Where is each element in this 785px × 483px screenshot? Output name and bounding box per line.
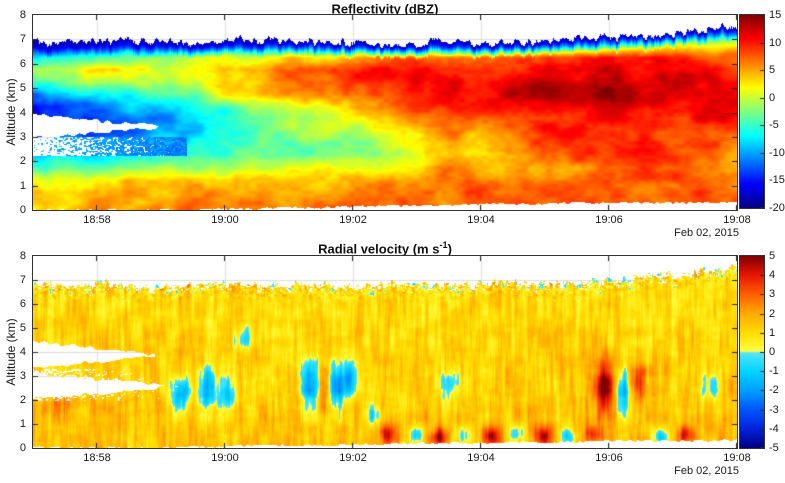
velocity-y-tick-label: 3 [19,370,26,382]
reflectivity-plot-panel [32,14,738,211]
reflectivity-y-tick-label: 3 [19,130,26,143]
reflectivity-colorbar-tick-label: -10 [769,146,785,159]
velocity-colorbar-tick-label: 3 [769,288,776,301]
reflectivity-y-tick-label: 2 [19,155,26,168]
reflectivity-colorbar [740,15,764,208]
velocity-title-sup: -1 [439,240,448,250]
velocity-y-tick-label: 8 [19,250,26,262]
reflectivity-colorbar-tick-label: 15 [769,9,782,21]
velocity-y-tick-label: 5 [19,322,26,334]
velocity-colorbar-tick-label: -2 [769,384,779,397]
velocity-y-tick-label: 7 [19,274,26,286]
velocity-date-label: Feb 02, 2015 [674,465,739,477]
velocity-colorbar-tick-label: 4 [769,269,776,282]
velocity-colorbar-tick-label: 0 [769,346,776,358]
reflectivity-y-tick-label: 7 [19,33,26,46]
velocity-colorbar [740,256,764,448]
velocity-x-tick-label: 19:00 [211,452,239,464]
velocity-y-tick-label: 4 [19,346,26,358]
reflectivity-x-tick-label: 19:04 [467,214,495,226]
velocity-colorbar-tick-label: -1 [769,365,779,378]
velocity-colorbar-panel [739,255,765,449]
reflectivity-y-tick-label: 0 [19,204,26,216]
velocity-colorbar-tick-label: 5 [769,250,776,262]
reflectivity-x-tick-label: 19:08 [723,214,751,226]
velocity-x-tick-label: 18:58 [83,452,111,464]
velocity-colorbar-tick-label: 2 [769,307,776,320]
velocity-title-end: ) [447,241,452,257]
velocity-x-tick-label: 19:08 [723,452,751,464]
reflectivity-y-axis-label: Altitude (km) [4,78,18,146]
reflectivity-y-tick-label: 1 [19,179,26,192]
reflectivity-colorbar-panel [739,14,765,209]
reflectivity-colorbar-tick-label: -20 [769,202,785,214]
velocity-x-tick-label: 19:02 [339,452,367,464]
velocity-y-axis-label: Altitude (km) [4,318,18,386]
velocity-plot-panel [32,255,738,449]
reflectivity-x-tick-label: 19:02 [339,214,367,226]
velocity-colorbar-tick-label: -5 [769,442,779,454]
reflectivity-y-tick-label: 6 [19,57,26,70]
velocity-colorbar-tick-label: -4 [769,422,779,435]
velocity-y-tick-label: 2 [19,394,26,406]
reflectivity-colorbar-tick-label: 0 [769,91,776,104]
reflectivity-colorbar-tick-label: -5 [769,119,779,132]
velocity-title-text: Radial velocity (m s [318,241,440,257]
reflectivity-y-tick-label: 4 [19,106,26,119]
reflectivity-colorbar-tick-label: 10 [769,36,782,49]
velocity-colorbar-tick-label: -3 [769,403,779,416]
reflectivity-y-tick-label: 8 [19,9,26,21]
reflectivity-title-text: Reflectivity (dBZ) [331,1,439,17]
velocity-y-tick-label: 6 [19,298,26,310]
reflectivity-colorbar-tick-label: -15 [769,174,785,187]
reflectivity-y-tick-label: 5 [19,82,26,95]
velocity-y-tick-label: 1 [19,418,26,430]
velocity-x-tick-label: 19:06 [595,452,623,464]
reflectivity-x-tick-label: 19:00 [211,214,239,226]
reflectivity-date-label: Feb 02, 2015 [674,227,739,239]
reflectivity-x-tick-label: 19:06 [595,214,623,226]
reflectivity-heatmap [33,15,737,210]
reflectivity-title: Reflectivity (dBZ) [33,0,737,16]
velocity-colorbar-tick-label: 1 [769,326,776,339]
velocity-y-tick-label: 0 [19,442,26,454]
reflectivity-colorbar-tick-label: 5 [769,64,776,77]
velocity-x-tick-label: 19:04 [467,452,495,464]
velocity-title: Radial velocity (m s-1) [33,240,737,256]
velocity-heatmap [33,256,737,448]
reflectivity-x-tick-label: 18:58 [83,214,111,226]
